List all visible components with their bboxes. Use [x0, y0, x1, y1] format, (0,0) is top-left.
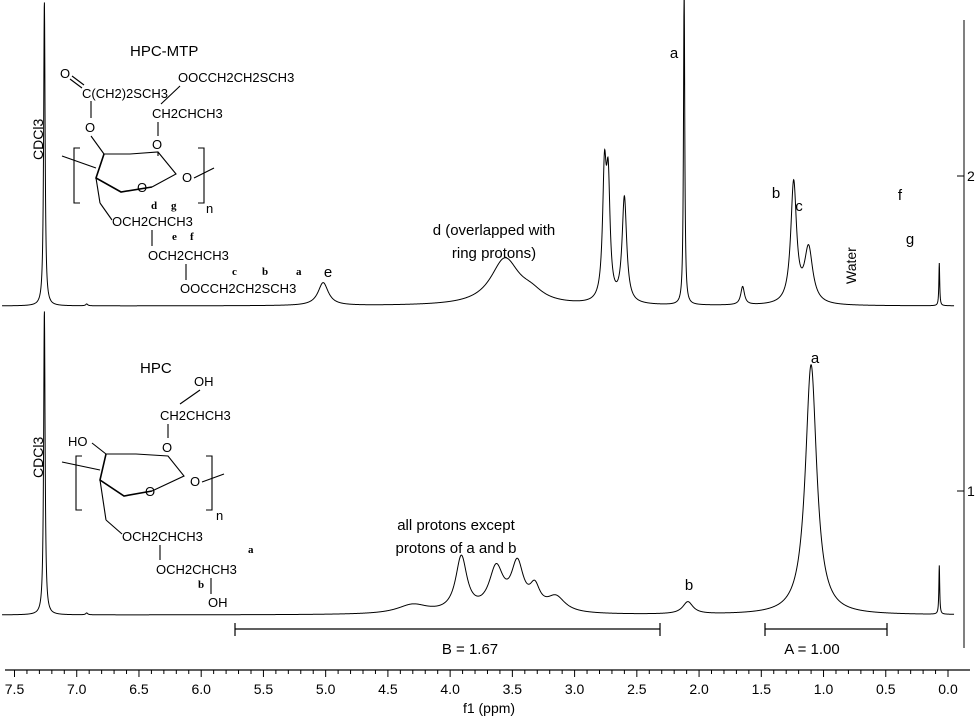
svg-text:a: a [248, 544, 254, 556]
x-tick-label: 3.0 [565, 681, 585, 697]
peak-label-f-top: f [898, 187, 903, 204]
solvent-label-bottom: CDCl3 [30, 437, 46, 478]
svg-text:a: a [296, 266, 302, 278]
x-tick-label: 1.0 [814, 681, 834, 697]
svg-text:g: g [171, 200, 177, 212]
peak-label-a-bottom: a [811, 350, 820, 367]
peak-label-d-line2: ring protons) [452, 245, 536, 262]
x-tick-label: 6.5 [129, 681, 149, 697]
integral-b-label: B = 1.67 [442, 641, 498, 658]
structure-title-hpc-mtp: HPC-MTP [130, 43, 198, 60]
integral-a: A = 1.00 [764, 623, 888, 658]
svg-text:CH2CHCH3: CH2CHCH3 [160, 408, 231, 423]
structure-hpc-mtp: HPC-MTP O C(CH2)2SCH3 OOCCH2CH2SCH3 CH2C… [60, 43, 302, 296]
x-tick-label: 4.5 [378, 681, 398, 697]
svg-text:b: b [198, 579, 204, 591]
svg-text:O: O [182, 170, 192, 185]
integral-a-label: A = 1.00 [784, 641, 839, 658]
x-tick-label: 2.5 [627, 681, 647, 697]
peak-label-a-top: a [670, 45, 679, 62]
chem-ester-left: C(CH2)2SCH3 [82, 86, 168, 101]
svg-text:b: b [262, 266, 268, 278]
svg-text:O: O [85, 120, 95, 135]
spectrum-line-hpc-mtp [2, 0, 955, 307]
svg-text:OCH2CHCH3: OCH2CHCH3 [156, 562, 237, 577]
right-axis: 21 [957, 20, 975, 648]
chem-top-chain: OOCCH2CH2SCH3 [178, 70, 294, 85]
svg-text:O: O [152, 137, 162, 152]
x-tick-label: 5.5 [254, 681, 274, 697]
svg-text:OH: OH [194, 374, 214, 389]
svg-text:f: f [190, 231, 194, 243]
svg-text:c: c [232, 266, 237, 278]
x-axis-label: f1 (ppm) [463, 700, 515, 716]
svg-text:OCH2CHCH3: OCH2CHCH3 [148, 248, 229, 263]
svg-text:OH: OH [208, 595, 228, 610]
svg-text:OCH2CHCH3: OCH2CHCH3 [122, 529, 203, 544]
x-tick-label: 7.5 [5, 681, 25, 697]
chem-ch2chch3-top: CH2CHCH3 [152, 106, 223, 121]
right-tick-label: 2 [967, 168, 975, 184]
peak-label-c-top: c [795, 198, 803, 215]
x-tick-label: 0.0 [938, 681, 958, 697]
svg-text:n: n [216, 508, 223, 523]
x-tick-label: 3.5 [503, 681, 523, 697]
peak-label-all-line2: protons of a and b [396, 540, 517, 557]
svg-text:e: e [172, 231, 177, 243]
peak-label-all-line1: all protons except [397, 517, 515, 534]
svg-text:n: n [206, 201, 213, 216]
structure-hpc: HPC OH CH2CHCH3 O HO O O n OCH2CHCH3 a O… [61, 360, 254, 610]
peak-label-g-top: g [906, 231, 914, 248]
peak-label-b-bottom: b [685, 577, 693, 594]
spectrum-traces [2, 0, 955, 616]
peak-label-e-top: e [324, 264, 332, 281]
chem-ring-o-top: O [137, 180, 147, 195]
x-tick-label: 6.0 [191, 681, 211, 697]
structure-title-hpc: HPC [140, 360, 172, 377]
x-tick-label: 2.0 [689, 681, 709, 697]
svg-text:O: O [162, 440, 172, 455]
peak-label-water: Water [843, 247, 859, 284]
svg-text:d: d [151, 200, 157, 212]
solvent-label-top: CDCl3 [30, 119, 46, 160]
svg-text:HO: HO [68, 434, 88, 449]
svg-text:OOCCH2CH2SCH3: OOCCH2CH2SCH3 [180, 281, 296, 296]
x-tick-label: 7.0 [67, 681, 87, 697]
right-tick-label: 1 [967, 483, 975, 499]
peak-label-b-top: b [772, 185, 780, 202]
svg-text:O: O [190, 474, 200, 489]
spectrum-line-hpc [2, 311, 955, 616]
integral-b: B = 1.67 [234, 623, 661, 658]
svg-text:O: O [145, 484, 155, 499]
x-tick-label: 5.0 [316, 681, 336, 697]
svg-text:OCH2CHCH3: OCH2CHCH3 [112, 214, 193, 229]
x-tick-label: 4.0 [440, 681, 460, 697]
x-axis: 7.5 7.0 6.5 6.0 5.5 5.0 4.5 4.0 3.5 3.0 2.5 2.0 1.5 1… [5, 669, 970, 697]
x-tick-label: 0.5 [876, 681, 896, 697]
peak-label-d-line1: d (overlapped with [433, 222, 556, 239]
chem-o-carbonyl: O [60, 66, 70, 81]
x-tick-label: 1.5 [752, 681, 772, 697]
